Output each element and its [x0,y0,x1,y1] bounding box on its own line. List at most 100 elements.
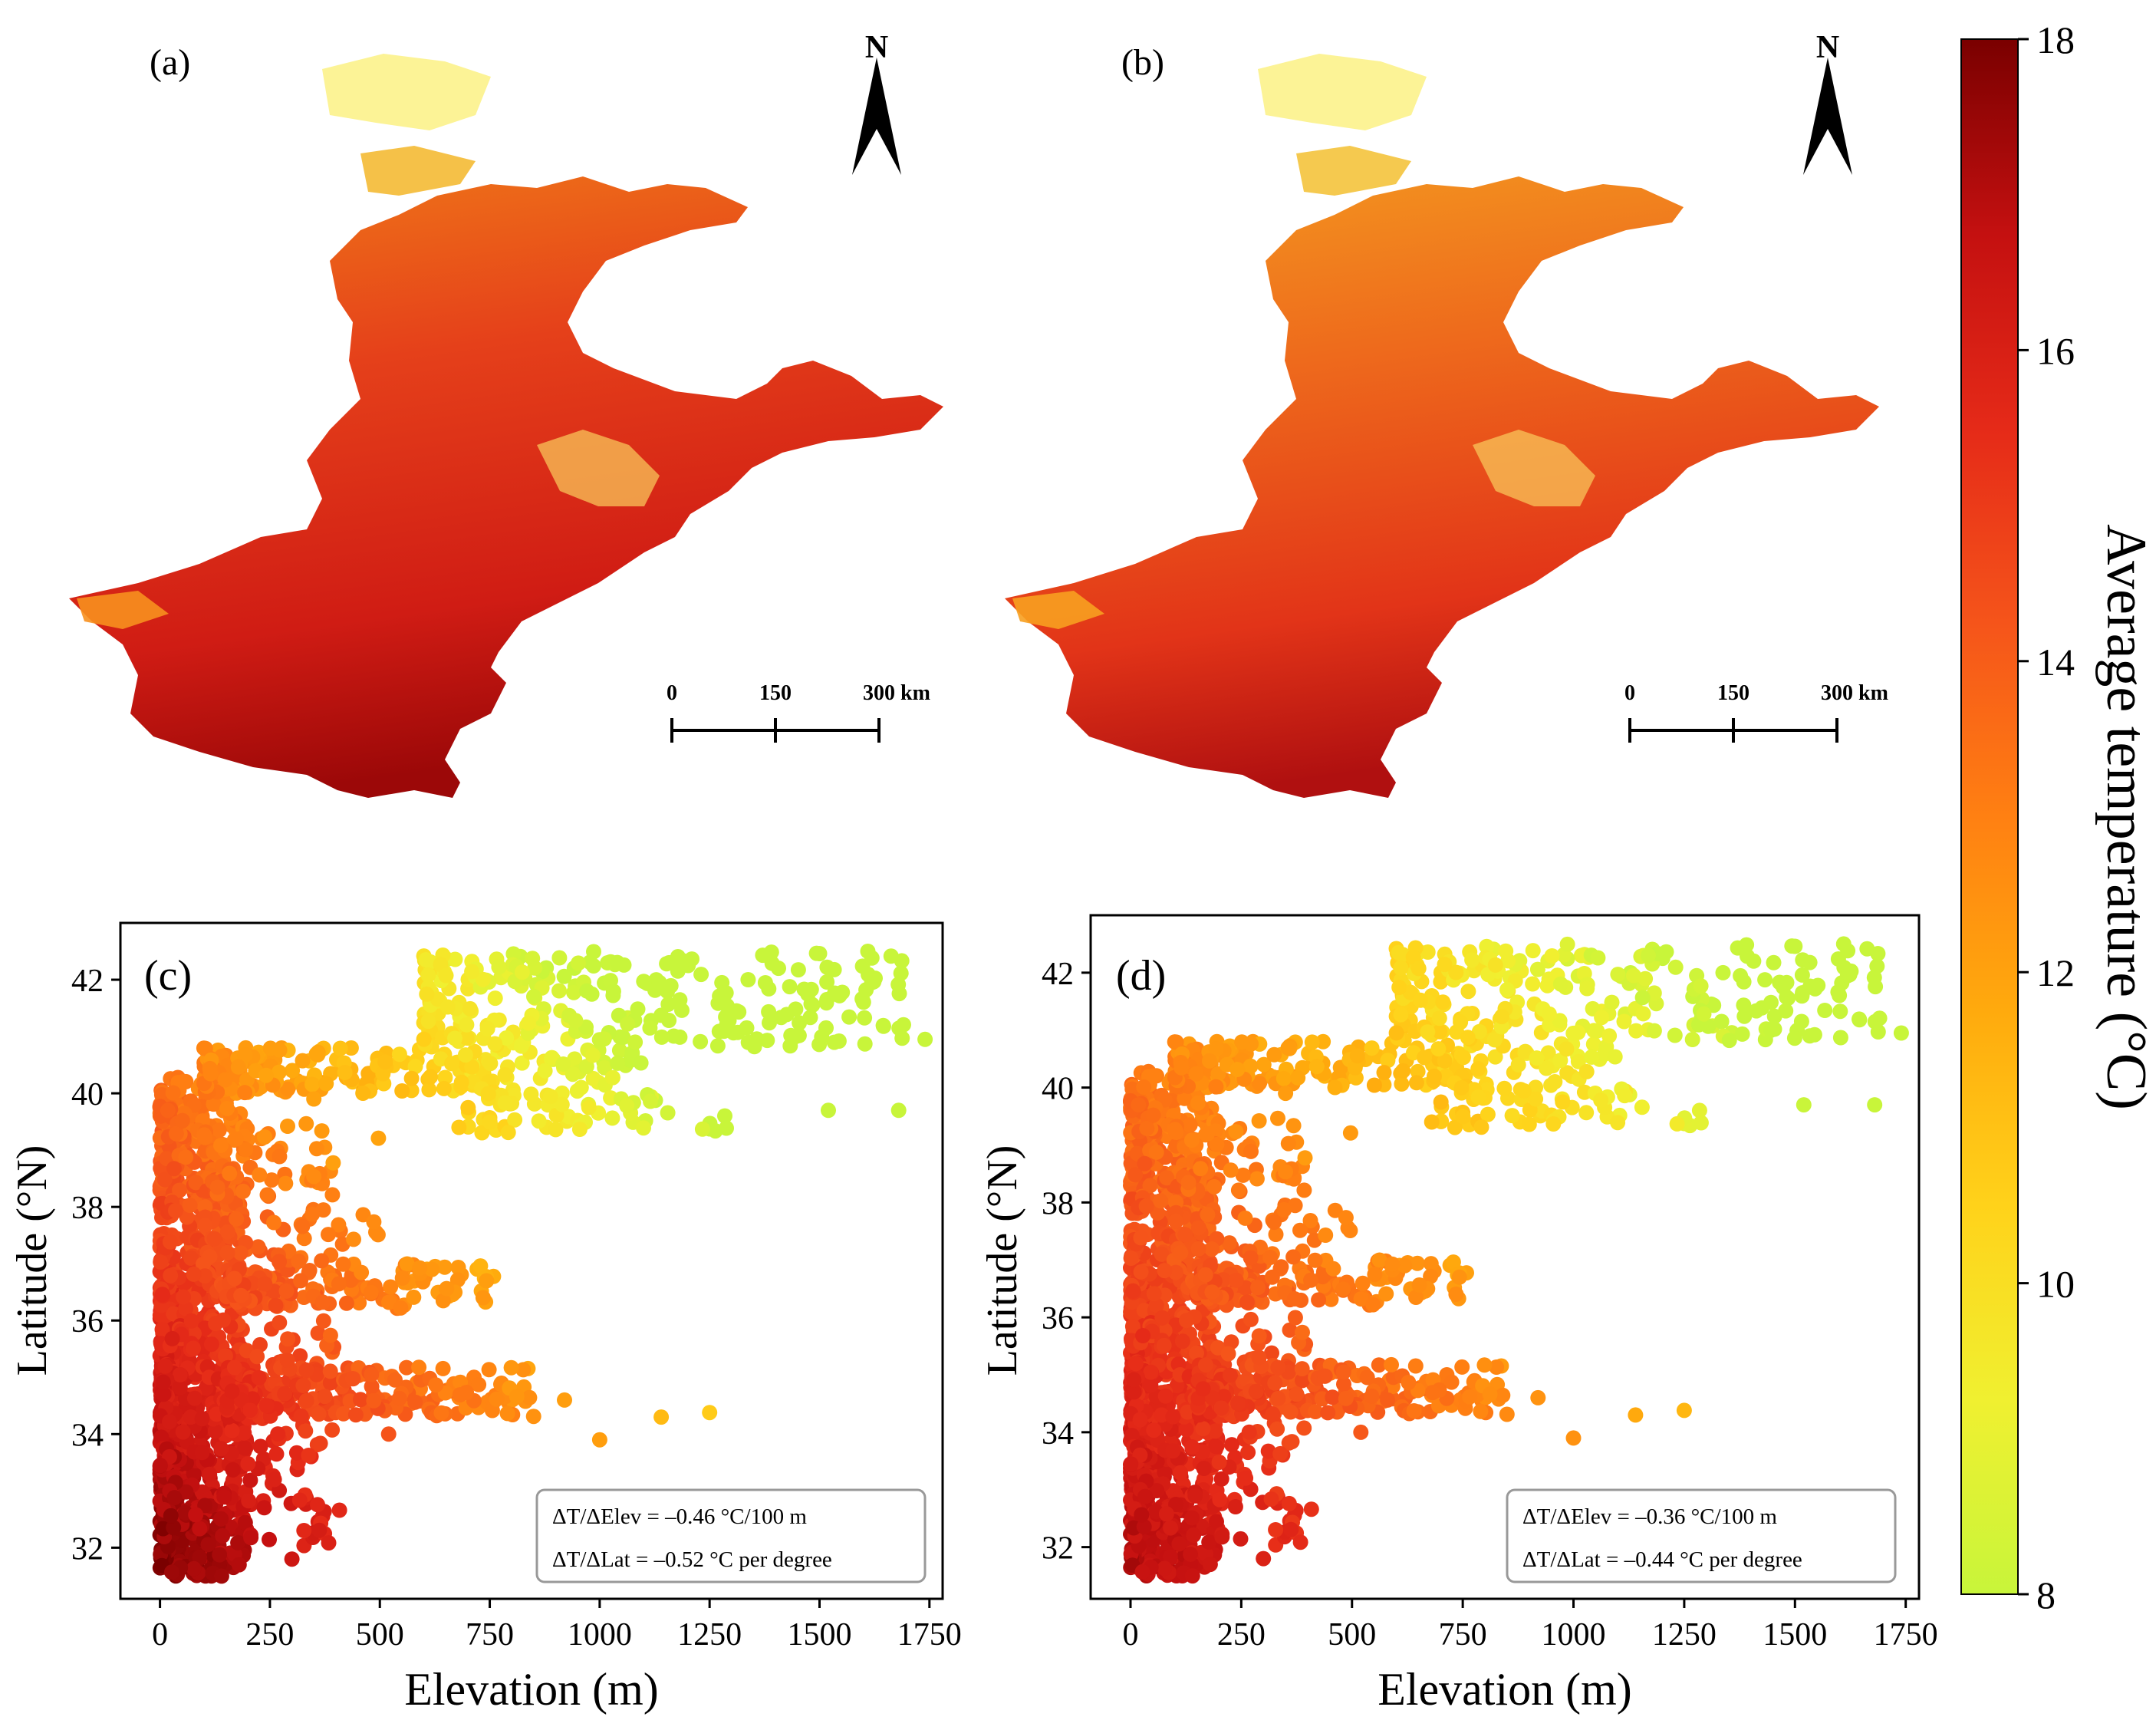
scatter-point [1139,1120,1155,1136]
scatter-point [1315,1033,1331,1050]
scatter-point [1132,1412,1148,1428]
scatter-point [381,1294,397,1310]
scatter-point [739,1020,755,1036]
scatter-point [1184,1568,1200,1584]
scatter-point [1197,1267,1213,1283]
scatter-point [1204,1284,1220,1300]
scatter-point [284,1551,300,1567]
scatter-point [1127,1356,1144,1372]
scatter-point [1251,1328,1267,1344]
scatter-point [1498,943,1514,959]
scatter-point [1338,1390,1354,1406]
scatter-point [867,970,883,987]
scatter-point [1693,978,1709,994]
scatter-point [175,1424,191,1440]
scatter-point [1227,1499,1243,1514]
scatter-point [1260,1443,1276,1459]
y-tick-label: 38 [1042,1186,1074,1221]
scatter-point [155,1374,171,1390]
scatter-point [1157,1388,1173,1404]
scatter-point [1748,1003,1764,1019]
scatter-point [403,1070,420,1086]
x-tick-label: 1750 [1874,1617,1938,1653]
y-tick-label: 36 [1042,1301,1074,1336]
scatter-point [347,1407,364,1423]
scatter-point [1233,1531,1249,1547]
scatter-point [1539,1060,1555,1076]
scatter-point [1145,1107,1161,1123]
scatter-point [1207,1423,1223,1439]
scatter-point [172,1182,187,1198]
scatter-point [459,1017,475,1033]
scatter-point [237,1047,253,1063]
scatter-point [363,1284,379,1300]
scatter-point [1364,1388,1380,1404]
scatter-point [304,1076,320,1092]
scatter-point [860,944,876,959]
scatter-point [226,1270,242,1287]
temperature-map-b [1005,54,1879,798]
scatter-point [1283,1521,1299,1537]
scatter-point [279,1353,295,1369]
scatter-point [1625,967,1641,984]
scatter-point [1462,1389,1478,1405]
scatter-point [1163,1520,1179,1536]
scatter-point [1715,964,1731,980]
scatter-point [380,1426,397,1442]
scatter-point [1126,1384,1142,1400]
scatter-point [364,1366,380,1382]
scatter-point [1282,1404,1299,1420]
scatter-point [1223,1334,1239,1350]
scatter-point [293,1273,308,1289]
scatter-point [277,1386,293,1402]
panel-label-d: (d) [1116,952,1166,1000]
scatter-point [1159,1170,1175,1186]
scatter-point [308,1046,324,1062]
scatter-point [890,1102,907,1119]
scatter-point [1552,976,1568,992]
scatter-point [1736,1008,1753,1024]
scatter-point [514,1055,530,1071]
scatter-point [537,1063,553,1079]
scatter-point [481,1362,497,1378]
scatter-point [1238,1470,1254,1486]
x-ticks-d: 0 250 500 750 1000 1250 1500 1750 [1122,1599,1938,1653]
scatter-point [579,983,595,999]
scatter-point [1157,1560,1173,1577]
scatter-point [1590,950,1606,966]
scatter-point [1134,1564,1150,1580]
scatter-point [1296,1420,1312,1436]
scatter-point [1136,1303,1152,1319]
x-tick-label: 0 [1122,1617,1138,1653]
scatter-point [471,1376,487,1392]
scatter-point [1676,1402,1692,1419]
scatter-point [197,1129,213,1145]
scatter-point [1190,1095,1206,1111]
scatter-point [1296,1182,1312,1198]
scatter-point [1579,980,1595,997]
scatter-point [264,1172,280,1188]
scatter-point [1470,1061,1486,1077]
panel-label-c: (c) [144,952,192,1000]
scatter-point [298,1392,314,1409]
scatter-point [295,1053,311,1069]
scatter-point [479,1020,495,1036]
scatter-point [1195,1421,1211,1437]
scatter-point [1487,957,1503,973]
scatter-point [1445,1254,1461,1270]
scatter-point [182,1198,198,1214]
scatter-point [250,1239,266,1255]
scatter-point [314,1294,331,1310]
scatter-point [1126,1372,1142,1388]
scatter-point [165,1085,181,1101]
scatter-point [343,1272,359,1288]
scatter-point [383,1279,399,1295]
scatter-point [166,1490,183,1506]
temperature-map-a [69,54,943,798]
scatter-point [1280,1135,1296,1152]
scatter-point [1473,1403,1489,1419]
scatter-point [819,974,835,990]
scatter-point [249,1349,265,1365]
scatter-point [311,1522,328,1538]
